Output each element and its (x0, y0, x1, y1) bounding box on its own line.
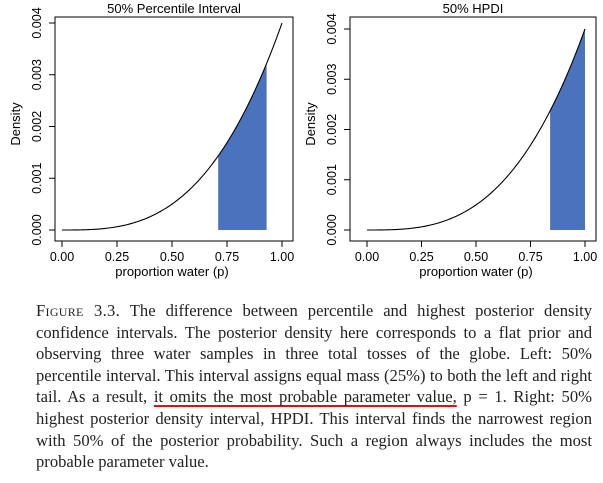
panel-2-y-tick-label: 0.004 (325, 13, 339, 44)
figure-caption: Figure 3.3. The difference between perce… (36, 300, 592, 473)
panel-2-y-tick-label: 0.001 (325, 164, 339, 195)
panel-1-x-tick-label: 0.50 (160, 250, 184, 264)
caption-text-part2: p = 1. Right: 50% highest posterior dens… (36, 387, 592, 472)
panel-2-y-tick-label: 0.002 (325, 114, 339, 145)
panel-2-y-tick-label: 0.003 (325, 64, 339, 95)
panel-2-x-tick-label: 0.25 (409, 250, 433, 264)
panel-2-y-axis-label: Density (303, 102, 318, 146)
panel-1-x-tick-label: 0.75 (215, 250, 239, 264)
panel-1-density-curve (62, 22, 283, 231)
panel-1-y-tick-label: 0.003 (30, 59, 44, 90)
caption-label: Figure 3.3. (36, 301, 121, 320)
panel-2-y-tick-label: 0.000 (325, 214, 339, 245)
panel-1-y-tick-label: 0.000 (30, 214, 44, 245)
caption-highlight: it omits the most probable parameter val… (153, 387, 457, 407)
panel-1-shaded-interval (218, 63, 267, 230)
panel-1-plot-frame (54, 16, 294, 242)
panel-1-x-tick-label: 0.00 (50, 250, 74, 264)
panel-1-y-tick-label: 0.001 (30, 163, 44, 194)
panel-1-x-tick-label: 0.25 (105, 250, 129, 264)
panel-1-x-tick-label: 1.00 (270, 250, 294, 264)
panel-2-title: 50% HPDI (443, 1, 504, 16)
figure-svg: 0.00 0.25 0.50 0.75 1.00 0.000 0.001 0.002 0.003… (8, 1, 597, 279)
panel-2-density-curve (367, 28, 586, 231)
panel-2-x-tick-label: 1.00 (573, 250, 597, 264)
panel-1-y-axis-label: Density (8, 102, 23, 146)
panel-2-x-tick-label: 0.00 (355, 250, 379, 264)
panel-1-x-axis-label: proportion water (p) (115, 264, 228, 279)
panel-1-y-tick-label: 0.004 (30, 7, 44, 38)
panel-2-shaded-interval (550, 29, 585, 230)
panel-2-x-axis-label: proportion water (p) (419, 264, 532, 279)
panel-2-x-tick-label: 0.50 (464, 250, 488, 264)
panel-1-title: 50% Percentile Interval (107, 1, 241, 16)
figure-panels: 0.00 0.25 0.50 0.75 1.00 0.000 0.001 0.002 0.003… (8, 1, 597, 279)
caption-text-part1: The difference between percentile and hi… (36, 301, 592, 407)
panel-2-x-tick-label: 0.75 (518, 250, 542, 264)
panel-1-y-tick-label: 0.002 (30, 111, 44, 142)
